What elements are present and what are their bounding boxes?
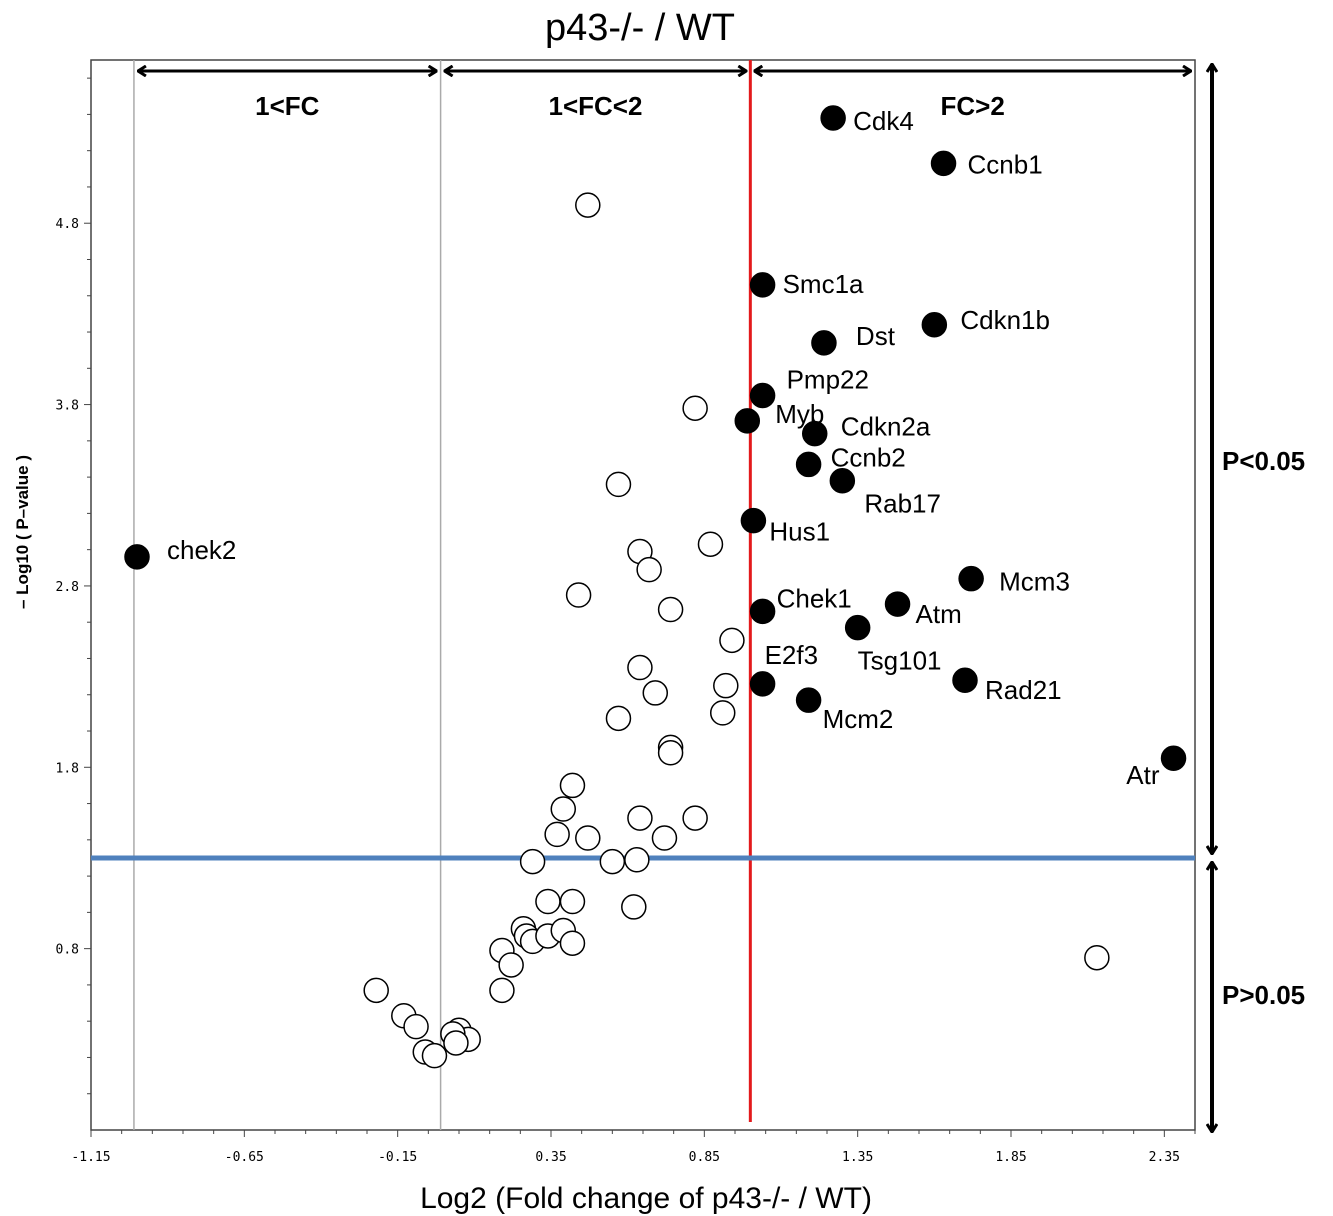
labeled-point (751, 273, 775, 297)
labeled-point (886, 592, 910, 616)
y-tick-label: 4.8 (56, 217, 79, 232)
y-tick-label: 0.8 (56, 943, 79, 958)
point (606, 472, 630, 496)
labeled-point (797, 688, 821, 712)
point (637, 558, 661, 582)
labeled-point (821, 106, 845, 130)
point (625, 848, 649, 872)
y-axis-label: – Log10 ( P–value ) (13, 455, 32, 609)
point (404, 1015, 428, 1039)
point-label: Dst (856, 321, 896, 351)
point-label: Atr (1126, 760, 1160, 790)
point-label: Smc1a (783, 269, 864, 299)
point (714, 674, 738, 698)
point-label: Mcm2 (823, 704, 894, 734)
labeled-point (922, 313, 946, 337)
point (444, 1031, 468, 1055)
labeled-point (953, 668, 977, 692)
point (628, 656, 652, 680)
point (720, 628, 744, 652)
x-tick-label: 1.85 (995, 1150, 1026, 1165)
point (551, 797, 575, 821)
point-label: chek2 (167, 535, 236, 565)
point-label: Mcm3 (999, 567, 1070, 597)
labeled-point (751, 384, 775, 408)
labeled-point (741, 509, 765, 533)
labeled-point (751, 599, 775, 623)
point-label: Cdkn1b (960, 305, 1050, 335)
x-tick-label: 1.35 (842, 1150, 873, 1165)
point (652, 826, 676, 850)
x-tick-label: 2.35 (1149, 1150, 1180, 1165)
labeled-point (751, 672, 775, 696)
labeled-point (125, 545, 149, 569)
point (606, 706, 630, 730)
labeled-point (812, 331, 836, 355)
point (698, 532, 722, 556)
point (422, 1044, 446, 1068)
chart-title: p43-/- / WT (545, 7, 735, 49)
labeled-point (959, 567, 983, 591)
labeled-point (735, 409, 759, 433)
x-tick-label: 0.85 (689, 1150, 720, 1165)
labeled-point (846, 616, 870, 640)
point (659, 598, 683, 622)
labeled-point (1162, 746, 1186, 770)
point (576, 826, 600, 850)
point (490, 978, 514, 1002)
x-tick-label: 0.35 (535, 1150, 566, 1165)
point-label: Myb (775, 399, 824, 429)
point (499, 953, 523, 977)
point (659, 741, 683, 765)
y-tick-label: 1.8 (56, 761, 79, 776)
p-value-arrows: P<0.05 P>0.05 (1212, 64, 1305, 1132)
point-label: E2f3 (765, 640, 819, 670)
point (683, 806, 707, 830)
x-tick-label: -1.15 (71, 1150, 110, 1165)
region-label: 1<FC<2 (548, 91, 642, 121)
point (600, 850, 624, 874)
region-label: 1<FC (255, 91, 320, 121)
point (567, 583, 591, 607)
point (560, 773, 584, 797)
point-label: Cdk4 (853, 106, 914, 136)
point (536, 889, 560, 913)
point-label: Hus1 (769, 517, 830, 547)
point-label: Ccnb1 (968, 149, 1043, 179)
labeled-point (797, 452, 821, 476)
point (643, 681, 667, 705)
point (545, 822, 569, 846)
point-label: Rad21 (985, 675, 1062, 705)
point-label: Ccnb2 (831, 442, 906, 472)
y-tick-label: 2.8 (56, 580, 79, 595)
point (711, 701, 735, 725)
point-label: Pmp22 (787, 365, 869, 395)
y-tick-label: 3.8 (56, 399, 79, 414)
point-label: Atm (916, 599, 962, 629)
p-region-label: P>0.05 (1222, 980, 1305, 1010)
x-tick-label: -0.15 (378, 1150, 417, 1165)
point (364, 978, 388, 1002)
point-label: Cdkn2a (841, 412, 931, 442)
point-label: Tsg101 (858, 646, 942, 676)
labeled-point (932, 151, 956, 175)
point (622, 895, 646, 919)
p-region-label: P<0.05 (1222, 446, 1305, 476)
point-label: Chek1 (777, 583, 852, 613)
point (683, 396, 707, 420)
point (521, 850, 545, 874)
point (628, 806, 652, 830)
point (560, 931, 584, 955)
region-label: FC>2 (941, 91, 1005, 121)
point (560, 889, 584, 913)
x-tick-label: -0.65 (225, 1150, 264, 1165)
point (576, 193, 600, 217)
point-label: Rab17 (864, 489, 941, 519)
x-axis-label: Log2 (Fold change of p43-/- / WT) (420, 1182, 872, 1215)
point (1085, 946, 1109, 970)
